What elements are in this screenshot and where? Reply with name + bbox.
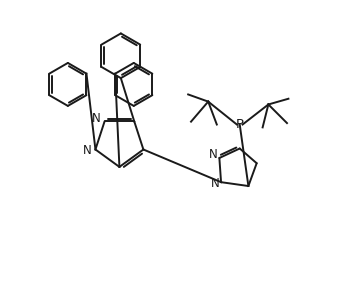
Text: P: P	[236, 118, 244, 131]
Text: N: N	[92, 112, 100, 125]
Text: N: N	[83, 144, 91, 157]
Text: N: N	[209, 148, 218, 161]
Text: N: N	[211, 177, 220, 190]
